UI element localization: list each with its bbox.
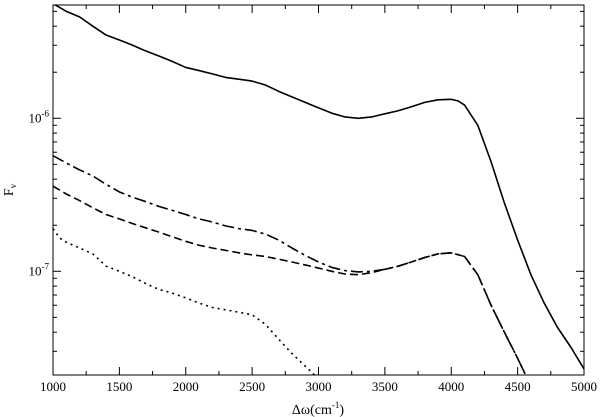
- x-axis-label-main: Δω(cm: [292, 403, 332, 417]
- x-tick-label: 3000: [306, 379, 332, 394]
- y-tick-label: 10-6: [29, 108, 50, 125]
- x-tick-label: 2000: [173, 379, 199, 394]
- y-tick-label: 10-7: [29, 261, 50, 278]
- y-axis-label: Fv: [2, 183, 18, 196]
- series-line-2-dash-dot: [53, 154, 527, 375]
- series-layer: [53, 5, 584, 375]
- x-tick-label: 1000: [40, 379, 66, 394]
- x-tick-label: 5000: [571, 379, 597, 394]
- x-tick-label: 2500: [239, 379, 265, 394]
- series-line-3-dashed: [53, 185, 527, 375]
- y-axis-label-main: F: [2, 188, 17, 196]
- x-tick-label: 4500: [505, 379, 531, 394]
- labels-layer: 1000 1500 2000 2500 3000 3500 4000 4500 5000 10-7…: [29, 108, 598, 394]
- x-tick-label: 4000: [438, 379, 464, 394]
- x-tick-label: 3500: [372, 379, 398, 394]
- y-axis-label-sub: v: [8, 183, 18, 188]
- x-axis-label-end: ): [339, 403, 344, 417]
- plot-frame: [52, 4, 585, 376]
- series-line-1-solid: [53, 5, 584, 370]
- x-tick-label: 1500: [106, 379, 132, 394]
- x-axis-label-sup: -1: [332, 400, 340, 410]
- series-line-4-dotted: [53, 228, 316, 375]
- ticks-layer: [52, 5, 585, 375]
- x-axis-label: Δω(cm-1): [292, 400, 344, 417]
